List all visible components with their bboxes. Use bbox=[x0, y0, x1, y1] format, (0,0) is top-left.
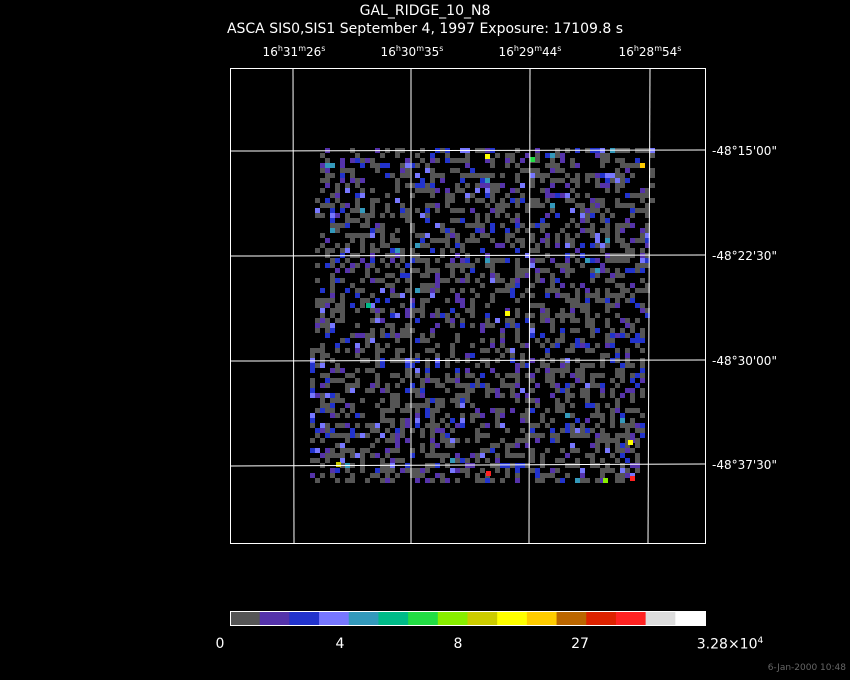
dec-gridline-1 bbox=[229, 149, 706, 152]
colorbar-segment bbox=[467, 611, 498, 625]
colorbar-segment bbox=[526, 611, 558, 625]
colorbar bbox=[230, 611, 706, 625]
colorbar-segment bbox=[615, 611, 647, 625]
dec-label-3: -48°30'00" bbox=[712, 354, 777, 368]
colorbar-segment bbox=[556, 611, 587, 625]
ra-gridline-1 bbox=[292, 67, 295, 544]
colorbar-segment bbox=[230, 611, 261, 625]
ra-label-1: 16h31m26s bbox=[262, 44, 326, 59]
colorbar-segment bbox=[378, 611, 409, 625]
colorbar-label-min: 0 bbox=[215, 636, 225, 652]
colorbar-label-max: 3.28×104 bbox=[696, 636, 764, 653]
colorbar-segment bbox=[348, 611, 379, 625]
timestamp: 6-Jan-2000 10:48 bbox=[767, 663, 846, 673]
colorbar-segment bbox=[319, 611, 350, 625]
dec-gridline-3 bbox=[229, 359, 706, 362]
dec-label-1: -48°15'00" bbox=[712, 144, 777, 158]
image-title: GAL_RIDGE_10_N8 bbox=[359, 3, 491, 19]
colorbar-frame bbox=[230, 611, 706, 626]
image-subtitle: ASCA SIS0,SIS1 September 4, 1997 Exposur… bbox=[226, 21, 624, 37]
xray-image-pixels bbox=[310, 148, 655, 483]
dec-label-4: -48°37'30" bbox=[712, 458, 777, 472]
colorbar-segment bbox=[408, 611, 439, 625]
ra-gridline-3 bbox=[528, 67, 531, 544]
ra-label-3: 16h29m44s bbox=[498, 44, 562, 59]
colorbar-segment bbox=[675, 611, 706, 625]
dec-gridline-4 bbox=[229, 463, 706, 467]
colorbar-segment bbox=[645, 611, 676, 625]
ra-label-2: 16h30m35s bbox=[380, 44, 444, 59]
colorbar-segment bbox=[289, 611, 320, 625]
ra-label-4: 16h28m54s bbox=[618, 44, 682, 59]
dec-label-2: -48°22'30" bbox=[712, 249, 777, 263]
ra-gridline-4 bbox=[647, 67, 651, 544]
colorbar-label-27: 27 bbox=[571, 636, 589, 652]
colorbar-segment bbox=[586, 611, 617, 625]
colorbar-label-4: 4 bbox=[335, 636, 345, 652]
coordinate-grid bbox=[229, 67, 706, 544]
colorbar-label-8: 8 bbox=[453, 636, 463, 652]
plot-frame bbox=[230, 68, 706, 544]
dec-gridline-2 bbox=[229, 254, 706, 257]
colorbar-segment bbox=[437, 611, 468, 625]
colorbar-segment bbox=[497, 611, 528, 625]
colorbar-segment bbox=[259, 611, 290, 625]
